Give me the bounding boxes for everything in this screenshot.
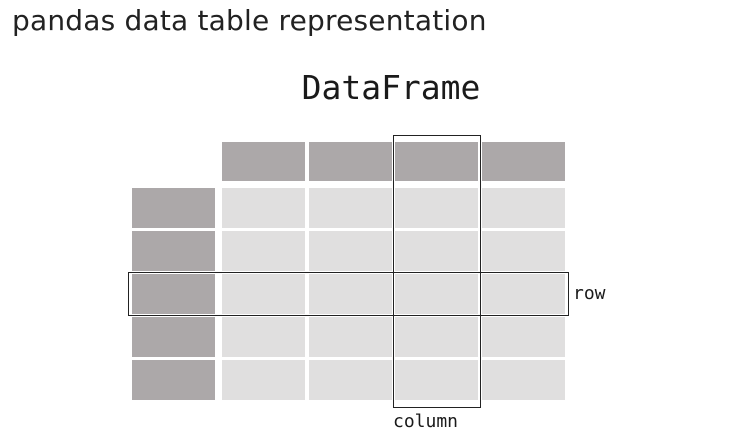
data-cell <box>309 317 392 357</box>
page-heading: pandas data table representation <box>12 4 487 37</box>
column-header-cell <box>482 142 565 181</box>
data-cell <box>482 274 565 314</box>
data-cell <box>309 231 392 271</box>
data-cell <box>482 231 565 271</box>
column-label: column <box>393 411 459 432</box>
data-cell <box>395 188 478 228</box>
data-cell <box>222 274 305 314</box>
data-cell <box>395 317 478 357</box>
data-cell <box>395 231 478 271</box>
column-header-cell <box>395 142 478 181</box>
row-index-cell <box>132 360 215 400</box>
data-cell <box>395 274 478 314</box>
data-cell <box>222 231 305 271</box>
data-cell <box>309 274 392 314</box>
row-highlight-box <box>128 272 569 316</box>
data-cell <box>222 360 305 400</box>
data-cell <box>309 360 392 400</box>
row-index-cell <box>132 317 215 357</box>
data-cell <box>395 360 478 400</box>
row-index-cell <box>132 231 215 271</box>
dataframe-title: DataFrame <box>301 68 481 107</box>
data-cell <box>309 188 392 228</box>
row-index-cell <box>132 274 215 314</box>
data-cell <box>482 360 565 400</box>
data-cell <box>482 317 565 357</box>
column-highlight-box <box>393 135 481 408</box>
data-cell <box>482 188 565 228</box>
column-header-cell <box>309 142 392 181</box>
row-index-cell <box>132 188 215 228</box>
data-cell <box>222 188 305 228</box>
data-cell <box>222 317 305 357</box>
column-header-cell <box>222 142 305 181</box>
row-label: row <box>573 283 606 304</box>
